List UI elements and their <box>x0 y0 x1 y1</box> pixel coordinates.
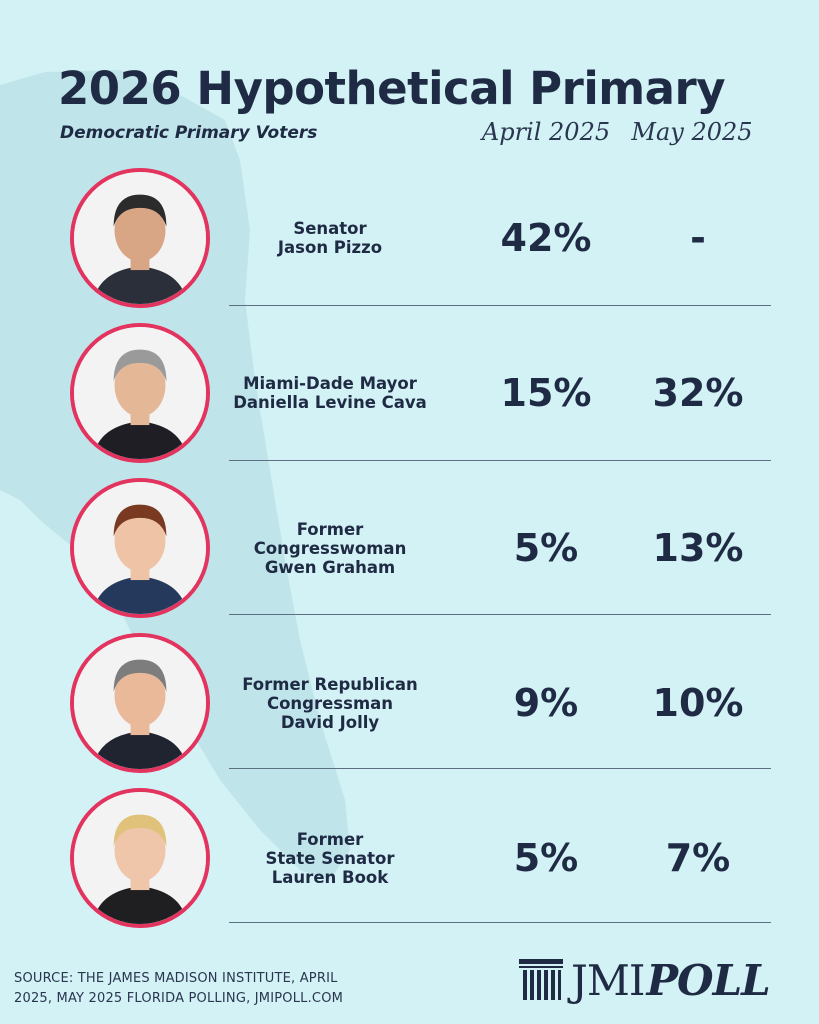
column-header-may: May 2025 <box>631 118 753 146</box>
april-value: 5% <box>513 526 579 570</box>
may-value: 7% <box>665 836 731 880</box>
person-portrait-icon <box>74 327 206 459</box>
person-portrait-icon <box>74 482 206 614</box>
april-value: 9% <box>513 681 579 725</box>
candidate-name: Miami-Dade Mayor Daniella Levine Cava <box>225 318 435 468</box>
avatar <box>70 788 210 928</box>
candidate-row: Former Republican Congressman David Jolly 9… <box>0 628 819 778</box>
source-line: SOURCE: THE JAMES MADISON INSTITUTE, APR… <box>14 971 338 986</box>
may-value: - <box>690 216 706 260</box>
may-value: 32% <box>652 371 744 415</box>
may-value: 13% <box>652 526 744 570</box>
candidate-name-line: Congresswoman <box>253 538 407 558</box>
source-line: 2025, MAY 2025 FLORIDA POLLING, JMIPOLL.… <box>14 991 344 1006</box>
column-header-april: April 2025 <box>481 118 611 146</box>
candidate-name-line: Jason Pizzo <box>277 238 383 257</box>
person-portrait-icon <box>74 172 206 304</box>
row-divider <box>229 922 771 923</box>
source-note: SOURCE: THE JAMES MADISON INSTITUTE, APR… <box>14 969 343 1009</box>
may-value: 10% <box>652 681 744 725</box>
candidate-row: Former Congresswoman Gwen Graham 5% 13% <box>0 473 819 623</box>
candidate-name-line: Former <box>296 829 364 849</box>
candidate-name-line: David Jolly <box>280 712 380 732</box>
candidate-name: Former Congresswoman Gwen Graham <box>225 473 435 623</box>
candidate-row: Former State Senator Lauren Book 5% 7% <box>0 783 819 933</box>
candidate-name: Former State Senator Lauren Book <box>225 783 435 933</box>
avatar <box>70 478 210 618</box>
jmi-poll-logo: JMI POLL <box>517 950 797 1010</box>
candidate-name-line: Gwen Graham <box>264 557 396 577</box>
candidate-name-line: Former Republican <box>242 674 418 694</box>
logo-text-poll: POLL <box>646 955 770 1005</box>
subtitle: Democratic Primary Voters <box>60 123 318 143</box>
avatar <box>70 633 210 773</box>
person-portrait-icon <box>74 637 206 769</box>
candidate-name-line: Former <box>296 519 364 539</box>
candidate-name-line: Congressman <box>266 693 394 713</box>
avatar <box>70 323 210 463</box>
candidate-name-line: State Senator <box>265 848 395 868</box>
row-divider <box>229 614 771 615</box>
april-value: 42% <box>500 216 592 260</box>
row-divider <box>229 460 771 461</box>
candidate-row: Miami-Dade Mayor Daniella Levine Cava 15% 3… <box>0 318 819 468</box>
candidate-name-line: Miami-Dade Mayor <box>243 374 417 393</box>
candidate-name-line: Daniella Levine Cava <box>233 393 427 412</box>
person-portrait-icon <box>74 792 206 924</box>
candidate-name: Former Republican Congressman David Jolly <box>225 628 435 778</box>
candidate-name-line: Senator <box>293 219 367 238</box>
page-title: 2026 Hypothetical Primary <box>58 62 726 115</box>
candidate-name-line: Lauren Book <box>271 867 389 887</box>
logo-text-jmi: JMI <box>571 955 645 1005</box>
candidate-row: Senator Jason Pizzo 42% - <box>0 163 819 313</box>
candidate-name: Senator Jason Pizzo <box>225 163 435 313</box>
april-value: 15% <box>500 371 592 415</box>
april-value: 5% <box>513 836 579 880</box>
columns-icon <box>519 959 563 1000</box>
avatar <box>70 168 210 308</box>
row-divider <box>229 305 771 306</box>
row-divider <box>229 768 771 769</box>
